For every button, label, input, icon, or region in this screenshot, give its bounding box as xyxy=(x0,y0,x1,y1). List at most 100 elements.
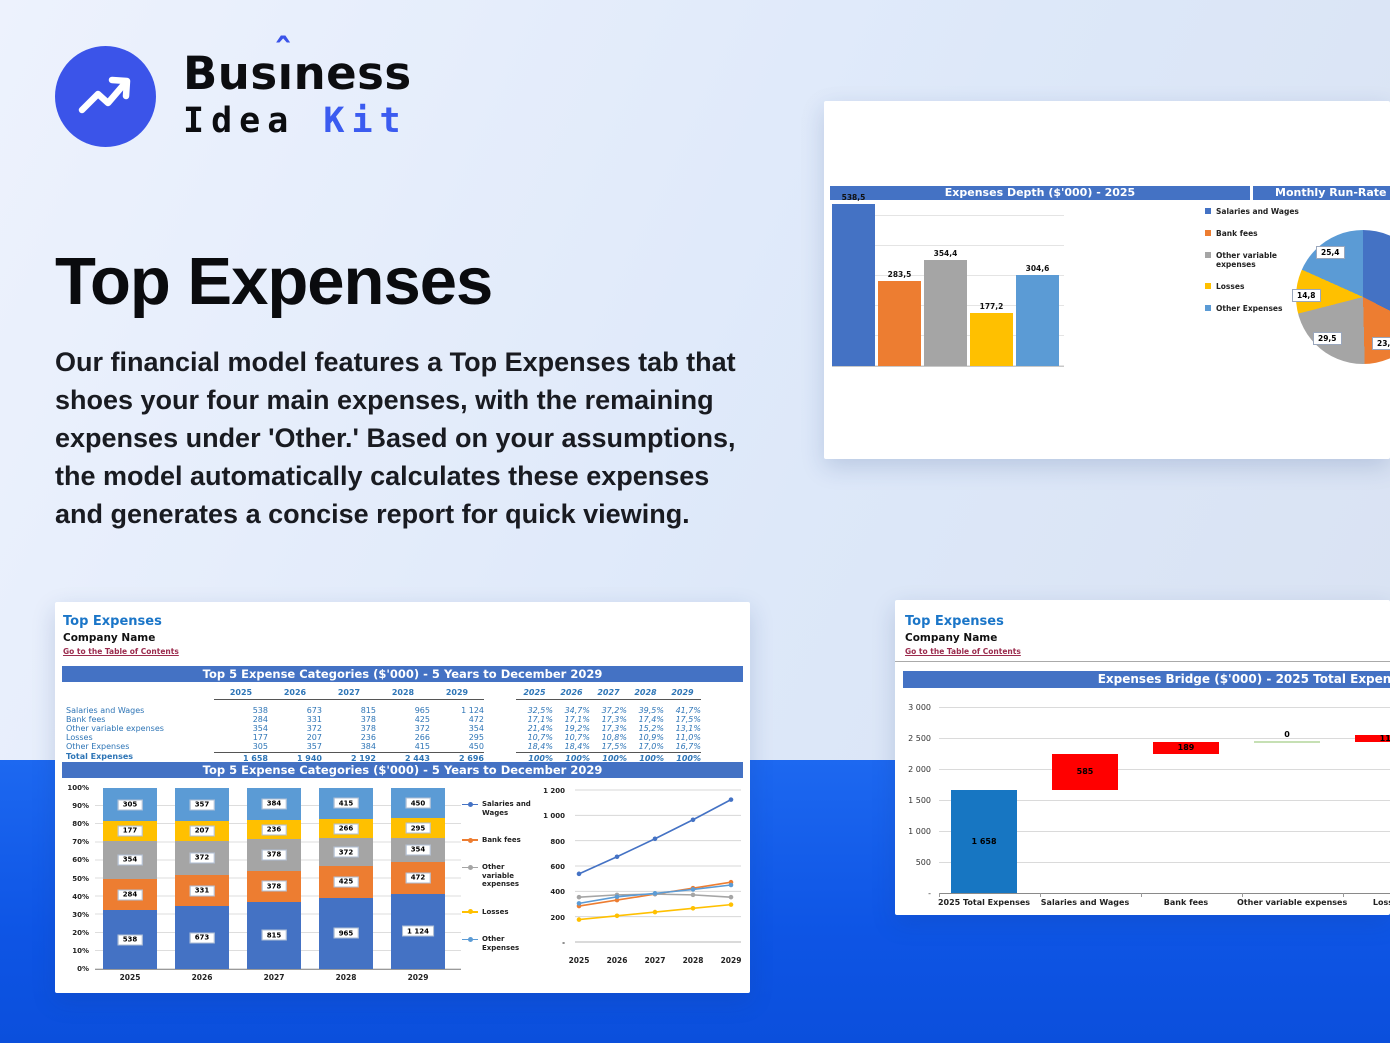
value-cell: 372 xyxy=(306,724,322,733)
stacked-bar: 1 124 472 354 295 450 xyxy=(391,788,445,969)
value-cell: 2 192 xyxy=(350,754,376,763)
legend-dot-icon xyxy=(468,909,473,915)
value-cell: 207 xyxy=(306,733,322,742)
segment-value-label: 425 xyxy=(333,876,359,888)
x-axis-label: Losses xyxy=(1372,898,1390,907)
segment-value-label: 305 xyxy=(117,799,143,811)
y-axis-tick: 50% xyxy=(72,874,89,883)
legend-label: Salaries and Wages xyxy=(1216,207,1299,216)
waterfall-increase-bar xyxy=(1355,734,1390,743)
percent-cell: 39,5% xyxy=(638,706,664,715)
percent-cell: 2026 xyxy=(560,688,583,697)
y-axis-tick: 70% xyxy=(72,838,89,847)
y-axis-tick: 90% xyxy=(72,802,89,811)
bar-value-label: 0 xyxy=(1284,730,1290,740)
chart-header-expenses-bridge: Expenses Bridge ($'000) - 2025 Total Exp… xyxy=(903,671,1390,688)
stacked-segment: 354 xyxy=(391,838,445,862)
value-cell: 384 xyxy=(360,742,376,751)
axis-tick-mark xyxy=(1141,893,1142,897)
table-row: Salaries and Wages 538 673 815 965 1 124 32,5%… xyxy=(62,706,743,715)
legend-item: Other Expenses xyxy=(462,935,536,952)
column-gap xyxy=(484,733,516,742)
gridline xyxy=(939,707,1390,708)
percent-cell: 10,7% xyxy=(564,733,590,742)
depth-bar-value: 304,6 xyxy=(1025,263,1050,273)
value-cell: 1 940 xyxy=(296,754,322,763)
company-name: Company Name xyxy=(905,632,998,644)
segment-value-label: 236 xyxy=(261,824,287,836)
segment-value-label: 331 xyxy=(189,885,215,897)
row-label: Other Expenses xyxy=(66,742,130,751)
y-axis-tick: 2 500 xyxy=(908,733,931,743)
depth-bar-value: 538,5 xyxy=(841,193,866,203)
percent-cell: 10,7% xyxy=(527,733,553,742)
logo-circle xyxy=(55,46,156,147)
x-axis-label: 2025 xyxy=(119,973,141,982)
value-cell: 354 xyxy=(468,724,484,733)
percent-cell: 17,3% xyxy=(601,715,627,724)
percent-cell: 2025 xyxy=(523,688,546,697)
y-axis-tick: 1 500 xyxy=(908,795,931,805)
percent-cell: 13,1% xyxy=(675,724,701,733)
x-axis-label: 2027 xyxy=(263,973,285,982)
legend-line-marker-icon xyxy=(462,909,478,915)
segment-value-label: 673 xyxy=(189,932,215,944)
x-axis-label: 2026 xyxy=(191,973,213,982)
value-cell: 378 xyxy=(360,715,376,724)
y-axis-tick: 30% xyxy=(72,910,89,919)
percent-cells: 18,4% 18,4% 17,5% 17,0% 16,7% xyxy=(516,742,701,751)
page-title: Top Expenses xyxy=(55,243,493,319)
percent-cell: 100% xyxy=(602,754,627,763)
legend-item: Other Expenses xyxy=(1205,304,1301,313)
stacked-segment: 295 xyxy=(391,818,445,839)
stacked-segment: 673 xyxy=(175,906,229,969)
percent-cell: 17,1% xyxy=(527,715,553,724)
x-axis-label: 2026 xyxy=(606,956,628,965)
bar-value-label: 189 xyxy=(1177,743,1195,753)
percent-cell: 34,7% xyxy=(564,706,590,715)
percent-cell: 17,5% xyxy=(675,715,701,724)
column-gap xyxy=(484,742,516,751)
percent-cell: 18,4% xyxy=(527,742,553,751)
trending-up-arrow-icon xyxy=(77,66,135,127)
percent-cell: 21,4% xyxy=(527,724,553,733)
table-row: Other variable expenses 354 372 378 372 354 21… xyxy=(62,724,743,733)
percent-cell: 17,4% xyxy=(638,715,664,724)
value-cell: 295 xyxy=(468,733,484,742)
legend-label: Losses xyxy=(1216,282,1245,291)
percent-cell: 16,7% xyxy=(675,742,701,751)
column-gap xyxy=(484,688,516,700)
value-cell: 357 xyxy=(306,742,322,751)
row-label: Other variable expenses xyxy=(66,724,164,733)
stacked-bar: 673 331 372 207 357 xyxy=(175,788,229,969)
value-cell: 2029 xyxy=(445,688,469,697)
depth-bar: 354,4 xyxy=(924,249,967,366)
legend-item: Salaries and Wages xyxy=(1205,207,1301,216)
stacked-segment: 331 xyxy=(175,875,229,907)
stacked-segment: 965 xyxy=(319,897,373,969)
depth-bar: 177,2 xyxy=(970,302,1013,366)
x-axis-label: 2028 xyxy=(682,956,704,965)
segment-value-label: 207 xyxy=(189,825,215,837)
line-chart-svg xyxy=(575,789,741,943)
segment-value-label: 815 xyxy=(261,929,287,941)
axis-tick-mark xyxy=(1040,893,1041,897)
stacked-bar: 965 425 372 266 415 xyxy=(319,788,373,969)
x-axis-label: 2025 Total Expenses xyxy=(937,898,1031,907)
logo[interactable]: Busı ˆ ness Idea Kit xyxy=(55,33,412,147)
x-axis-label: Bank fees xyxy=(1163,898,1209,907)
legend-dot-icon xyxy=(468,936,473,942)
percent-cell: 32,5% xyxy=(527,706,553,715)
segment-value-label: 538 xyxy=(117,934,143,946)
y-axis-tick: - xyxy=(928,888,931,898)
legend-label: Losses xyxy=(482,907,509,916)
gridline xyxy=(939,769,1390,770)
sheet-title: Top Expenses xyxy=(905,614,1004,629)
y-axis-tick: 1 000 xyxy=(543,812,565,821)
legend-line-marker-icon xyxy=(462,837,478,843)
stacked-segment: 236 xyxy=(247,819,301,840)
value-cell: 378 xyxy=(360,724,376,733)
trend-line-chart: 1 200 1 000 800 600 400 200 - 2025 2026 2027 2028 2… xyxy=(537,782,749,977)
percent-cell: 15,2% xyxy=(638,724,664,733)
